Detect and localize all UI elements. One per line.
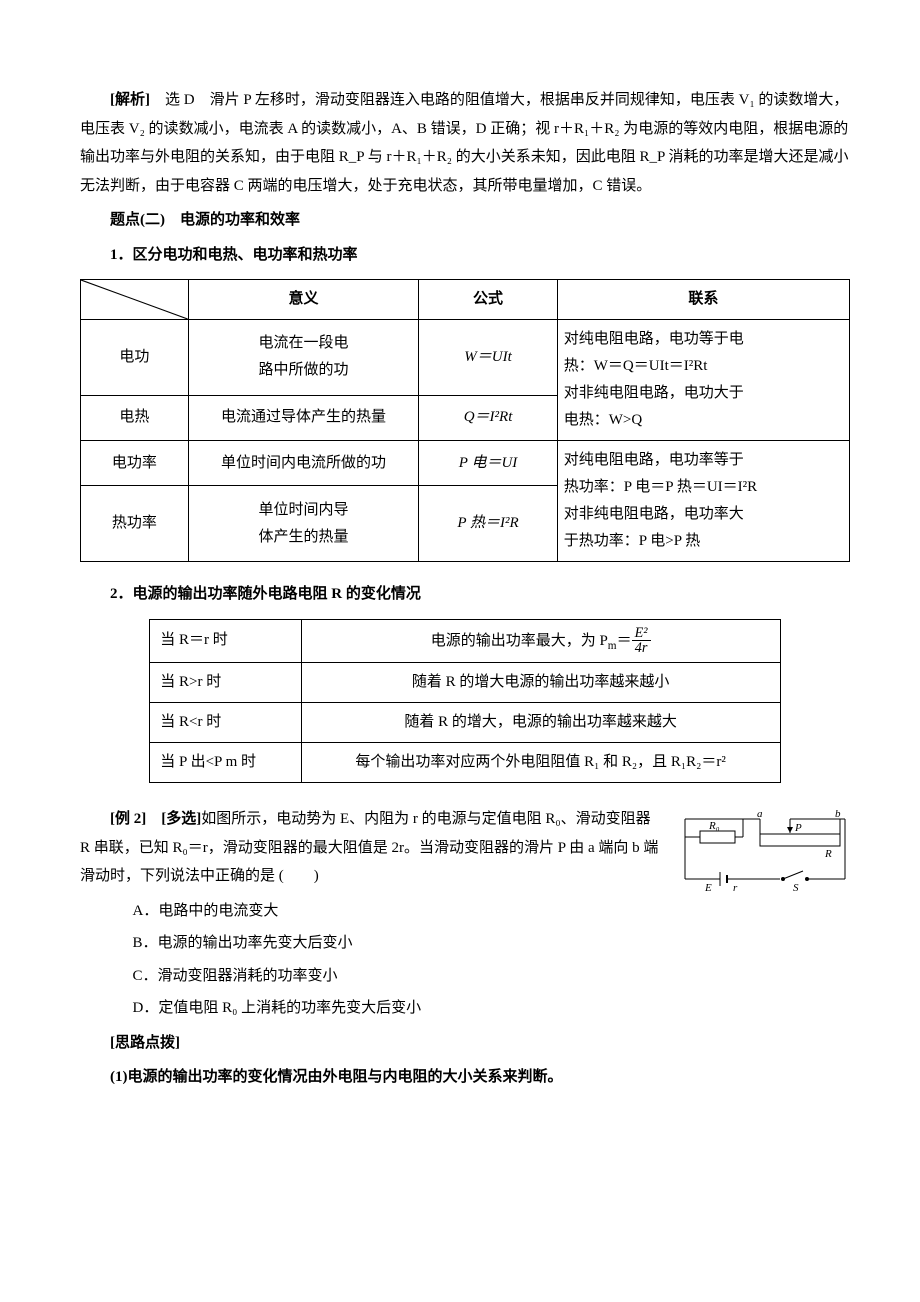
fraction-numerator: E² — [632, 626, 651, 642]
row-formula: P 热＝I²R — [419, 486, 557, 562]
section-2-title: 2．电源的输出功率随外电路电阻 R 的变化情况 — [80, 580, 850, 609]
row-label: 电热 — [81, 395, 189, 440]
analysis-paragraph: [解析] 选 D 滑片 P 左移时，滑动变阻器连入电路的阻值增大，根据串反并同规… — [80, 86, 850, 200]
text-line: 体产生的热量 — [258, 529, 348, 545]
output-power-table: 当 R＝r 时 电源的输出功率最大，为 Pm＝E²4r 当 R>r 时 随着 R… — [149, 619, 780, 784]
text-line: 单位时间内导 — [258, 502, 348, 518]
text-line: 对纯电阻电路，电功率等于 — [564, 452, 744, 468]
table-header-row: 意义 公式 联系 — [81, 280, 850, 320]
row-formula: W＝UIt — [419, 320, 557, 396]
header-relation: 联系 — [557, 280, 849, 320]
header-meaning: 意义 — [188, 280, 419, 320]
label-b: b — [835, 809, 841, 820]
cond-text: 当 R＝r 时 — [160, 632, 228, 648]
analysis-label: [解析] — [110, 92, 150, 108]
label-a: a — [757, 809, 763, 820]
row-label: 热功率 — [81, 486, 189, 562]
hint-1: (1)电源的输出功率的变化情况由外电阻与内电阻的大小关系来判断。 — [80, 1063, 850, 1092]
hint-title: [思路点拨] — [80, 1029, 850, 1058]
label-r-var: R — [824, 848, 832, 860]
header-formula: 公式 — [419, 280, 557, 320]
circuit-diagram-icon: a b P R R₀ E r S — [675, 809, 850, 893]
row-meaning: 电流在一段电 路中所做的功 — [188, 320, 419, 396]
text-line: 电热：W>Q — [564, 412, 642, 428]
table-row: 当 P 出<P m 时 每个输出功率对应两个外电阻阻值 R₁ 和 R₂，且 R₁… — [150, 743, 780, 783]
text-line: 电流在一段电 — [258, 335, 348, 351]
label-s: S — [793, 882, 799, 893]
example-2-stem: [例 2] [多选]如图所示，电动势为 E、内阻为 r 的电源与定值电阻 R₀、… — [80, 805, 660, 891]
cond-cell: 当 P 出<P m 时 — [150, 743, 301, 783]
fraction-denominator: 4r — [632, 641, 651, 656]
row-meaning: 电流通过导体产生的热量 — [188, 395, 419, 440]
row-formula: Q＝I²Rt — [419, 395, 557, 440]
subscript: m — [608, 639, 617, 651]
text-line: 热功率：P 电＝P 热＝UI＝I²R — [564, 479, 757, 495]
formula-text: P 热＝I²R — [457, 515, 518, 531]
result-cell: 随着 R 的增大，电源的输出功率越来越大 — [301, 703, 780, 743]
analysis-text: 选 D 滑片 P 左移时，滑动变阻器连入电路的阻值增大，根据串反并同规律知，电压… — [80, 92, 849, 194]
result-cell: 每个输出功率对应两个外电阻阻值 R₁ 和 R₂，且 R₁R₂＝r² — [301, 743, 780, 783]
options-list: A．电路中的电流变大 B．电源的输出功率先变大后变小 C．滑动变阻器消耗的功率变… — [80, 897, 850, 1023]
row-label: 电功 — [81, 320, 189, 396]
cond-cell: 当 R＝r 时 — [150, 619, 301, 663]
relation-cell: 对纯电阻电路，电功率等于 热功率：P 电＝P 热＝UI＝I²R 对非纯电阻电路，… — [557, 441, 849, 562]
cond-cell: 当 R<r 时 — [150, 703, 301, 743]
table-row: 电功率 单位时间内电流所做的功 P 电＝UI 对纯电阻电路，电功率等于 热功率：… — [81, 441, 850, 486]
option-c: C．滑动变阻器消耗的功率变小 — [133, 962, 851, 991]
label-e: E — [704, 882, 712, 893]
fraction: E²4r — [632, 626, 651, 657]
diagonal-line-icon — [81, 280, 188, 319]
result-cell: 电源的输出功率最大，为 Pm＝E²4r — [301, 619, 780, 663]
table-row: 当 R＝r 时 电源的输出功率最大，为 Pm＝E²4r — [150, 619, 780, 663]
label-p: P — [794, 822, 802, 834]
example-2-prefix: [例 2] [多选] — [110, 811, 201, 827]
row-meaning: 单位时间内电流所做的功 — [188, 441, 419, 486]
text-line: 于热功率：P 电>P 热 — [564, 533, 701, 549]
row-label: 电功率 — [81, 441, 189, 486]
text-line: 对非纯电阻电路，电功大于 — [564, 385, 744, 401]
option-a: A．电路中的电流变大 — [133, 897, 851, 926]
option-b: B．电源的输出功率先变大后变小 — [133, 929, 851, 958]
power-heat-table: 意义 公式 联系 电功 电流在一段电 路中所做的功 W＝UIt 对纯电阻电路，电… — [80, 279, 850, 562]
example-2: [例 2] [多选]如图所示，电动势为 E、内阻为 r 的电源与定值电阻 R₀、… — [80, 805, 850, 891]
text-line: 路中所做的功 — [258, 362, 348, 378]
relation-cell: 对纯电阻电路，电功等于电 热：W＝Q＝UIt＝I²Rt 对非纯电阻电路，电功大于… — [557, 320, 849, 441]
text-line: 对纯电阻电路，电功等于电 — [564, 331, 744, 347]
formula-text: Q＝I²Rt — [464, 409, 513, 425]
row-formula: P 电＝UI — [419, 441, 557, 486]
option-d: D．定值电阻 R₀ 上消耗的功率先变大后变小 — [133, 994, 851, 1023]
formula-text: P 电＝UI — [459, 455, 517, 471]
result-cell: 随着 R 的增大电源的输出功率越来越小 — [301, 663, 780, 703]
section-1-title: 1．区分电功和电热、电功率和热功率 — [80, 241, 850, 270]
text-frag: ＝ — [617, 632, 632, 648]
text-line: 热：W＝Q＝UIt＝I²Rt — [564, 358, 708, 374]
label-r-int: r — [733, 882, 738, 893]
row-meaning: 单位时间内导 体产生的热量 — [188, 486, 419, 562]
cond-cell: 当 R>r 时 — [150, 663, 301, 703]
label-r0: R₀ — [708, 820, 720, 832]
table-row: 电功 电流在一段电 路中所做的功 W＝UIt 对纯电阻电路，电功等于电 热：W＝… — [81, 320, 850, 396]
table-row: 当 R<r 时 随着 R 的增大，电源的输出功率越来越大 — [150, 703, 780, 743]
table-row: 当 R>r 时 随着 R 的增大电源的输出功率越来越小 — [150, 663, 780, 703]
topic-2-heading: 题点(二) 电源的功率和效率 — [80, 206, 850, 235]
text-frag: 电源的输出功率最大，为 P — [431, 632, 608, 648]
text-line: 对非纯电阻电路，电功率大 — [564, 506, 744, 522]
formula-text: W＝UIt — [464, 349, 512, 365]
diagonal-header-cell — [81, 280, 189, 320]
